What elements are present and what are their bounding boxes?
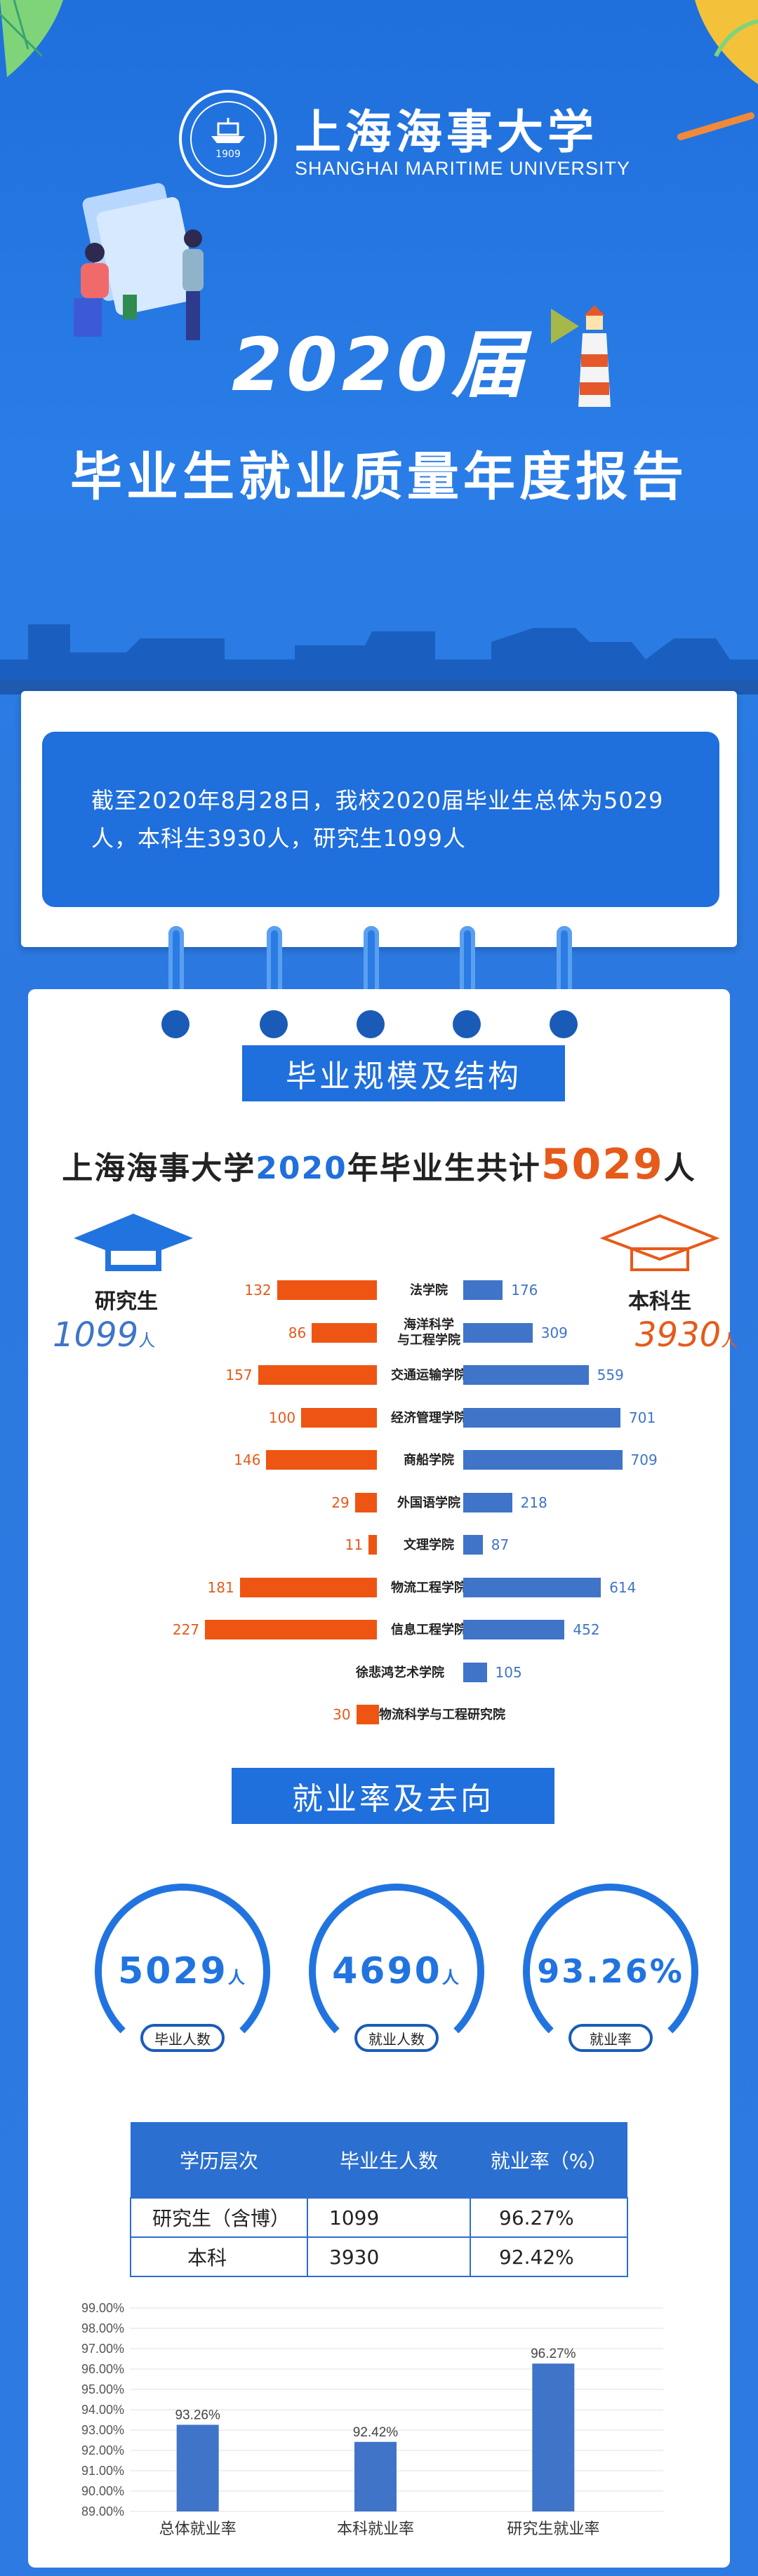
total-prefix: 上海海事大学 xyxy=(62,1151,256,1186)
total-middle: 年毕业生共计 xyxy=(347,1151,541,1186)
y-tick-label: 93.00% xyxy=(81,2423,124,2437)
stat-graduates-value: 5029 xyxy=(118,1950,228,1992)
table-cell: 3930 xyxy=(307,2236,471,2277)
table-header-cell: 学历层次 xyxy=(131,2122,307,2198)
report-title: 毕业生就业质量年度报告 xyxy=(70,447,688,507)
logo-year: 1909 xyxy=(215,149,241,160)
graduate-cap-icon xyxy=(74,1214,193,1271)
table-header-cell: 毕业生人数 xyxy=(307,2122,470,2198)
binder-hole xyxy=(550,1010,578,1038)
grad-label: 研究生 xyxy=(95,1289,158,1314)
grad-count-group: 1099人 xyxy=(53,1315,155,1355)
binder-hole xyxy=(260,1010,288,1038)
ug-unit: 人 xyxy=(721,1331,738,1350)
table-cell: 92.42% xyxy=(470,2236,628,2277)
total-number: 5029 xyxy=(540,1140,664,1189)
employment-rate-chart: 89.00% 90.00% 91.00% 92.00% 93.00% 94.00% 95.0… xyxy=(81,2301,663,2536)
university-logo: 1909 xyxy=(179,90,277,188)
binder-hole xyxy=(161,1010,190,1038)
rate-bar xyxy=(532,2363,575,2511)
intro-summary-box: 截至2020年8月28日，我校2020届毕业生总体为5029人，本科生3930人… xyxy=(42,732,719,907)
table-header-cell: 就业率（%） xyxy=(470,2122,627,2198)
y-tick-label: 98.00% xyxy=(81,2321,124,2335)
university-name-cn: 上海海事大学 xyxy=(295,105,598,159)
bar-data-label: 92.42% xyxy=(353,2425,399,2440)
stripe-decoration xyxy=(677,112,754,140)
x-category-label: 总体就业率 xyxy=(159,2521,237,2536)
y-tick-label: 89.00% xyxy=(81,2504,124,2518)
y-tick-label: 91.00% xyxy=(81,2464,124,2478)
x-category-label: 研究生就业率 xyxy=(507,2521,599,2536)
total-unit: 人 xyxy=(663,1151,696,1186)
x-category-label: 本科就业率 xyxy=(337,2521,414,2536)
ship-icon xyxy=(211,118,245,143)
stat-graduates-label: 毕业人数 xyxy=(140,2024,225,2052)
bar-data-label: 96.27% xyxy=(531,2347,576,2361)
table-cell: 96.27% xyxy=(470,2197,628,2238)
leaf-decoration-right xyxy=(695,0,758,84)
total-graduates-line: 上海海事大学2020年毕业生共计5029人 xyxy=(0,1140,758,1189)
stat-rate-value: 93.26% xyxy=(537,1952,684,1990)
undergrad-cap-icon xyxy=(600,1214,719,1271)
ug-label: 本科生 xyxy=(628,1289,691,1314)
stat-employed-unit: 人 xyxy=(441,1968,461,1987)
table-cell: 研究生（含博） xyxy=(130,2197,308,2238)
y-tick-label: 94.00% xyxy=(81,2403,124,2417)
section-title-employment: 就业率及去向 xyxy=(232,1768,554,1824)
lighthouse-icon xyxy=(551,305,611,407)
y-tick-label: 95.00% xyxy=(81,2382,124,2396)
y-tick-label: 97.00% xyxy=(81,2342,124,2356)
ug-count-group: 3930人 xyxy=(635,1315,738,1355)
stat-rate-label: 就业率 xyxy=(568,2024,653,2052)
leaf-decoration-left xyxy=(0,0,63,77)
table-row: 研究生（含博） 1099 96.27% xyxy=(130,2197,628,2238)
grad-unit: 人 xyxy=(138,1331,156,1350)
rate-bar xyxy=(176,2424,219,2511)
table-row: 本科 3930 92.42% xyxy=(130,2236,628,2277)
ug-count: 3930 xyxy=(635,1315,722,1355)
rate-bar xyxy=(354,2441,397,2511)
y-tick-label: 96.00% xyxy=(81,2362,124,2376)
table-cell: 本科 xyxy=(130,2236,308,2277)
harbor-skyline xyxy=(0,624,758,695)
stat-circle-employed: 4690人 xyxy=(309,1884,484,2059)
university-name-en: SHANGHAI MARITIME UNIVERSITY xyxy=(295,158,631,179)
stat-employed-label: 就业人数 xyxy=(354,2024,439,2052)
table-header-row: 学历层次 毕业生人数 就业率（%） xyxy=(131,2122,627,2198)
office-illustration xyxy=(74,183,204,340)
binder-hole xyxy=(453,1010,481,1038)
binder-hole xyxy=(357,1010,385,1038)
year-title: 2020届 xyxy=(232,322,529,408)
section-title-scale: 毕业规模及结构 xyxy=(242,1045,565,1101)
y-tick-label: 92.00% xyxy=(81,2443,124,2457)
total-year: 2020 xyxy=(255,1151,347,1186)
bar-data-label: 93.26% xyxy=(175,2408,220,2422)
y-tick-label: 90.00% xyxy=(81,2484,124,2498)
grad-count: 1099 xyxy=(53,1315,139,1355)
stat-circle-graduates: 5029人 xyxy=(95,1884,270,2059)
stat-employed-value: 4690 xyxy=(332,1950,442,1992)
y-tick-label: 99.00% xyxy=(81,2301,124,2315)
table-cell: 1099 xyxy=(307,2197,471,2238)
stat-circle-rate: 93.26% xyxy=(523,1884,698,2059)
intro-summary-text: 截至2020年8月28日，我校2020届毕业生总体为5029人，本科生3930人… xyxy=(91,787,664,852)
stat-graduates-unit: 人 xyxy=(227,1968,247,1987)
employment-table: 学历层次 毕业生人数 就业率（%） 研究生（含博） 1099 96.27% 本科… xyxy=(130,2122,628,2277)
